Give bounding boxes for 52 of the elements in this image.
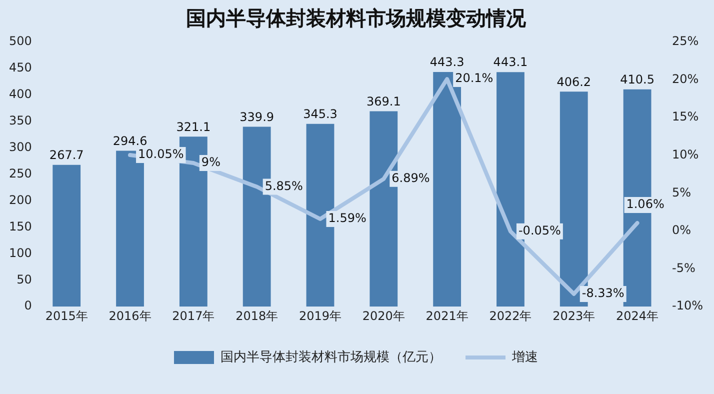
x-tick-label: 2019年 [298, 308, 342, 323]
data-label: 267.7 [49, 148, 84, 162]
y-tick-label: 500 [9, 34, 32, 48]
data-label: 410.5 [620, 72, 654, 86]
y-tick-label: 300 [9, 140, 32, 154]
y-tick-label: 100 [9, 246, 32, 260]
y2-tick-label: 10% [672, 148, 699, 162]
x-tick-label: 2015年 [45, 308, 88, 323]
data-label: 369.1 [366, 94, 401, 108]
y2-tick-label: 20% [672, 72, 699, 86]
data-label: -8.33% [582, 286, 624, 300]
x-tick-label: 2020年 [362, 308, 405, 323]
data-label: 406.2 [556, 74, 592, 89]
data-label: -0.05% [518, 224, 561, 238]
y2-tick-label: 15% [672, 110, 699, 124]
y2-tick-label: -10% [672, 298, 704, 313]
data-label: 321.1 [176, 120, 211, 134]
x-tick-label: 2023年 [552, 308, 596, 323]
x-tick-label: 2021年 [426, 308, 468, 323]
y2-tick-label: 0% [672, 223, 692, 238]
y-tick-label: 50 [16, 272, 32, 286]
data-label: 345.3 [303, 106, 338, 121]
data-label: 1.06% [626, 197, 664, 212]
y-tick-label: 250 [9, 166, 32, 180]
y2-tick-label: -5% [672, 260, 696, 275]
data-label: 443.3 [430, 55, 464, 70]
y-tick-label: 200 [9, 192, 32, 207]
y-tick-label: 450 [9, 60, 32, 75]
legend-label: 国内半导体封装材料市场规模（亿元） [220, 350, 442, 365]
bar [52, 164, 81, 307]
data-label: 294.6 [112, 134, 148, 148]
y-tick-label: 350 [9, 114, 32, 128]
data-label: 5.85% [264, 178, 303, 193]
data-label: 10.05% [138, 147, 184, 162]
data-label: 6.89% [392, 171, 430, 186]
x-tick-label: 2016年 [108, 308, 152, 323]
data-label: 1.59% [328, 211, 366, 226]
x-tick-label: 2022年 [489, 308, 532, 323]
y-tick-label: 150 [9, 219, 32, 234]
chart-title: 国内半导体封装材料市场规模变动情况 [186, 6, 527, 30]
y-tick-label: 400 [9, 87, 32, 102]
x-tick-label: 2024年 [616, 308, 659, 323]
x-tick-label: 2017年 [172, 308, 215, 323]
x-tick-label: 2018年 [236, 308, 278, 323]
data-label: 20.1% [455, 71, 494, 86]
data-label: 443.1 [493, 55, 528, 70]
y2-tick-label: 5% [672, 185, 692, 200]
legend-label: 增速 [511, 350, 538, 365]
y-tick-label: 0 [24, 298, 32, 313]
y2-tick-label: 25% [672, 34, 699, 48]
data-label: 9% [201, 155, 220, 170]
data-label: 339.9 [240, 110, 274, 124]
